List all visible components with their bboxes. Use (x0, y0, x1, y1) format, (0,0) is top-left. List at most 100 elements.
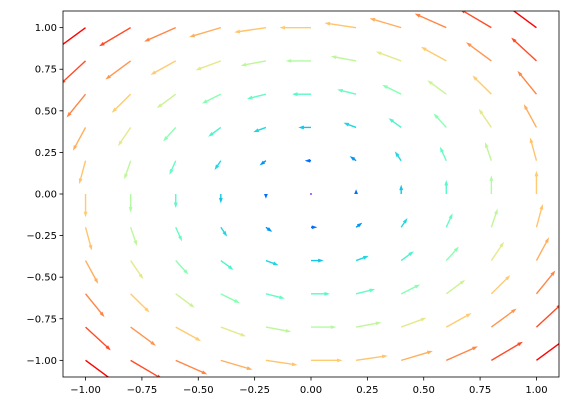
quiver-arrow (400, 251, 414, 262)
x-tick-label: 0.00 (300, 385, 322, 396)
quiver-arrow-shape (128, 194, 133, 213)
arrow-layer (63, 11, 559, 377)
quiver-arrow-shape (285, 59, 311, 63)
quiver-arrow-dot (310, 193, 312, 195)
quiver-arrow-shape (375, 51, 402, 62)
quiver-arrow (311, 291, 330, 296)
quiver-arrow (343, 122, 357, 129)
quiver-arrow-shape (220, 226, 228, 237)
quiver-arrow (285, 59, 311, 63)
quiver-arrow-shape (63, 27, 86, 51)
quiver-arrow-shape (485, 142, 493, 161)
quiver-arrow (253, 126, 267, 133)
quiver-arrow-shape (84, 260, 99, 284)
quiver-arrow (311, 358, 343, 363)
quiver-arrow (369, 18, 402, 29)
quiver-arrow (265, 259, 279, 266)
quiver-arrow (444, 180, 449, 194)
quiver-arrow (150, 60, 177, 75)
quiver-arrow (240, 60, 267, 67)
quiver-arrow-shape (355, 288, 376, 295)
quiver-arrow (490, 308, 517, 328)
quiver-arrow-shape (354, 189, 358, 194)
quiver-arrow (536, 337, 559, 361)
quiver-arrow-shape (523, 104, 538, 128)
quiver-arrow (433, 113, 447, 128)
quiver-arrow-shape (489, 175, 494, 194)
quiver-arrow (355, 354, 388, 362)
quiver-arrow (220, 293, 240, 304)
quiver-arrow (491, 341, 523, 361)
quiver-arrow-shape (349, 156, 357, 162)
quiver-arrow (130, 359, 163, 377)
quiver-arrow-shape (111, 93, 132, 113)
quiver-arrow-shape (66, 93, 87, 118)
quiver-arrow-shape (85, 359, 118, 377)
quiver-arrow-shape (394, 151, 402, 162)
quiver-arrow (163, 126, 177, 142)
quiver-arrow-shape (240, 60, 267, 67)
quiver-arrow-shape (144, 26, 177, 42)
quiver-arrow (400, 317, 427, 328)
quiver-arrow (84, 260, 99, 284)
quiver-arrow (175, 226, 183, 242)
quiver-arrow-shape (304, 158, 311, 163)
quiver-arrow (535, 203, 544, 228)
quiver-arrow (118, 127, 132, 147)
x-axis-ticks: −1.00 −0.75 −0.50 −0.25 0.00 0.25 0.50 0.75 1.00 (70, 377, 548, 396)
quiver-arrow-shape (130, 293, 150, 313)
quiver-arrow (466, 42, 492, 62)
quiver-arrow-shape (490, 241, 504, 261)
x-tick-label: 1.00 (525, 385, 547, 396)
quiver-arrow-shape (400, 317, 427, 328)
quiver-arrow (175, 359, 208, 375)
quiver-arrow (400, 217, 408, 228)
quiver-arrow (128, 194, 133, 213)
quiver-arrow (169, 160, 177, 175)
quiver-arrow-shape (534, 170, 539, 194)
quiver-arrow (535, 237, 550, 261)
quiver-arrow-shape (490, 308, 517, 328)
quiver-arrow-shape (427, 80, 447, 95)
quiver-arrow-shape (445, 279, 466, 295)
quiver-arrow-shape (265, 226, 273, 232)
quiver-arrow-shape (130, 359, 163, 377)
quiver-arrow (201, 93, 222, 104)
quiver-arrow (72, 127, 87, 151)
quiver-arrow-shape (201, 93, 222, 104)
quiver-arrow (265, 326, 292, 333)
quiver-arrow-shape (445, 213, 453, 228)
quiver-arrow-shape (150, 60, 177, 75)
quiver-arrow (485, 142, 493, 161)
quiver-arrow-shape (99, 27, 131, 47)
quiver-arrow (311, 258, 324, 263)
quiver-arrow-shape (124, 160, 132, 180)
quiver-arrow (445, 213, 453, 228)
quiver-arrow-shape (189, 26, 222, 38)
quiver-arrow (517, 70, 537, 95)
quiver-arrow-shape (444, 180, 449, 194)
quiver-arrow (298, 125, 311, 130)
quiver-arrow (130, 260, 144, 280)
y-tick-label: 1.00 (35, 23, 57, 34)
quiver-arrow-shape (246, 93, 267, 100)
quiver-arrow-shape (490, 208, 498, 228)
quiver-arrow (400, 284, 421, 295)
quiver-arrow (511, 37, 537, 62)
quiver-arrow (445, 346, 478, 362)
quiver-arrow-shape (264, 194, 268, 199)
y-tick-label: −0.75 (26, 314, 57, 325)
quiver-arrow-shape (259, 160, 267, 166)
quiver-arrow (535, 270, 556, 295)
quiver-arrow-shape (504, 11, 537, 29)
y-tick-label: −1.00 (26, 356, 57, 367)
quiver-arrow (175, 260, 189, 275)
quiver-arrow (83, 194, 88, 218)
quiver-arrow-shape (220, 326, 247, 337)
quiver-arrow (189, 26, 222, 38)
quiver-arrow-shape (400, 350, 433, 362)
quiver-arrow-shape (400, 284, 421, 295)
quiver-arrow (472, 75, 492, 95)
quiver-arrow-shape (195, 60, 222, 71)
quiver-arrow-shape (220, 359, 253, 370)
